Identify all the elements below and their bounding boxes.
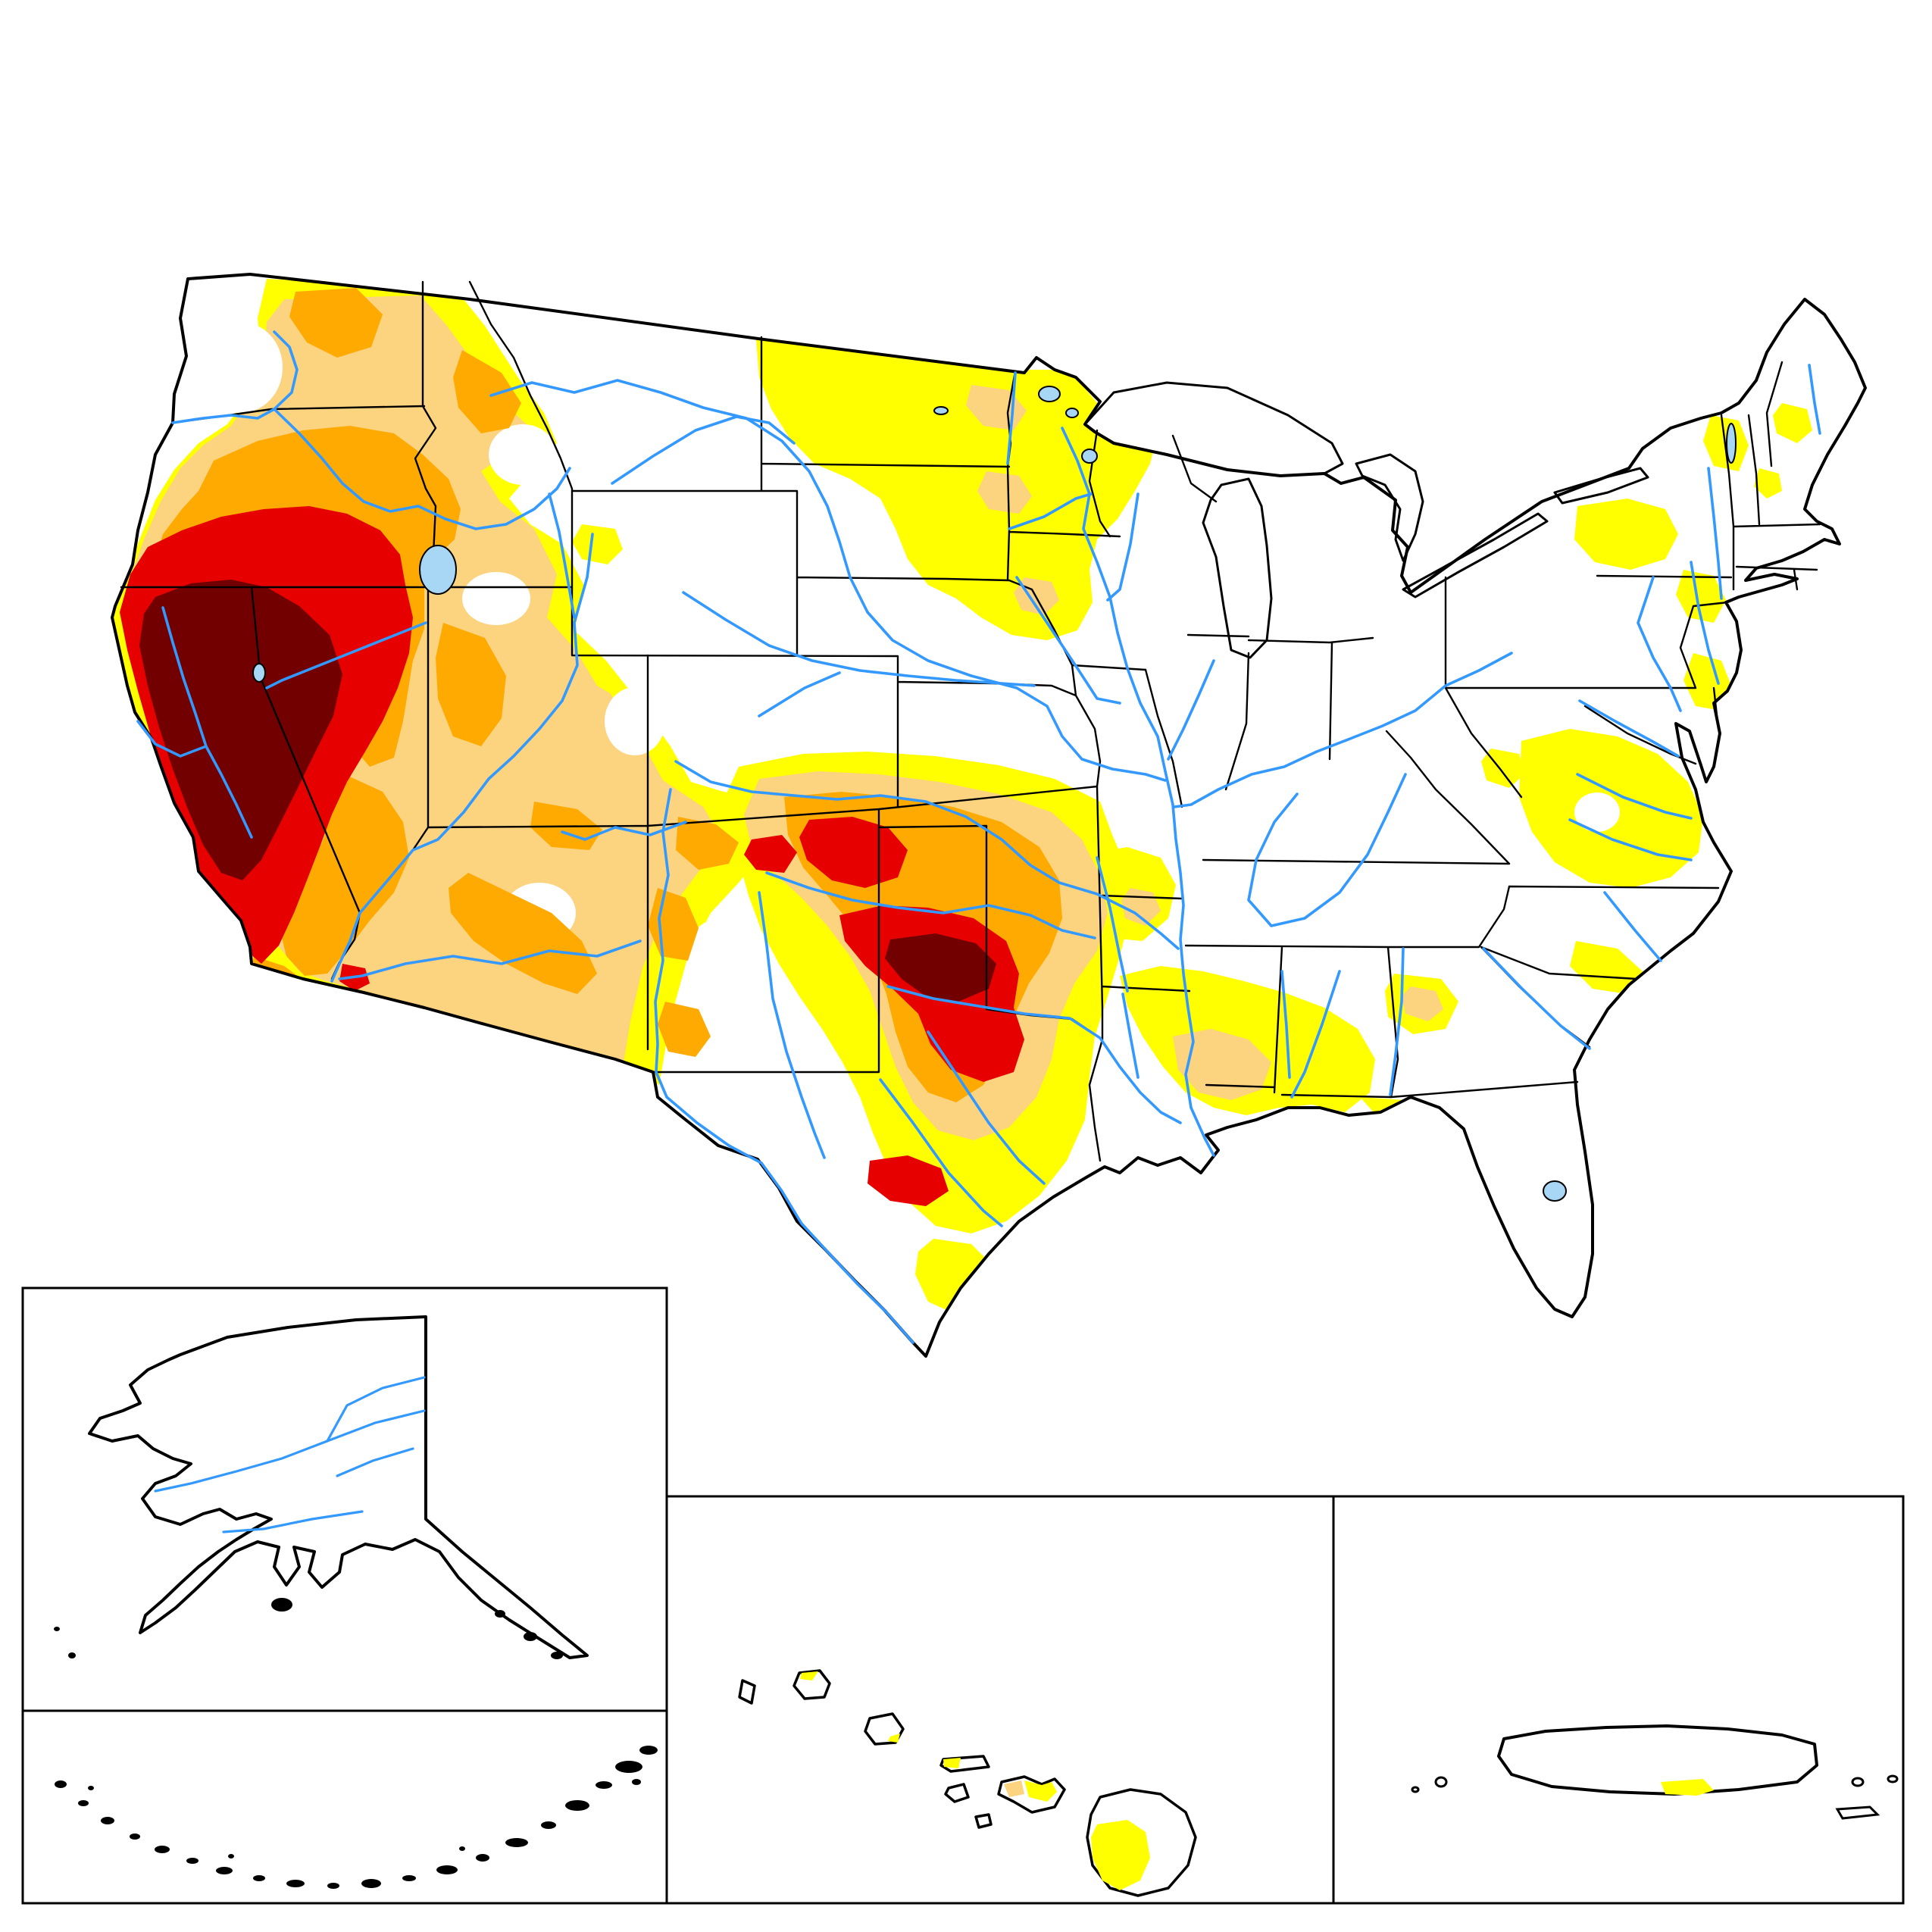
gila-river (338, 939, 642, 980)
missouri-river (489, 379, 1167, 782)
hudson-river (1707, 467, 1723, 600)
puerto-rico-drought-d0 (1661, 1779, 1714, 1796)
desecheo-island (1411, 1786, 1420, 1793)
snake-river (273, 408, 571, 530)
roanoke-river (1568, 818, 1693, 861)
wisconsin-river (1106, 492, 1140, 602)
hawaii-drought-d1 (1004, 1780, 1024, 1797)
ohio-river (1173, 652, 1513, 808)
san-joaquin-river (205, 745, 253, 839)
brazos-river (927, 1030, 1046, 1185)
red-lake (1038, 386, 1061, 402)
hawaii-drought-d0 (800, 1671, 1150, 1890)
south-platte-river (758, 671, 841, 717)
yukon-river (154, 1409, 426, 1493)
tanana-river (336, 1447, 414, 1477)
kuskokwim-river (222, 1510, 364, 1533)
colorado-river (330, 533, 594, 983)
drought-severity-layer (112, 279, 1812, 1315)
rio-grande (654, 788, 914, 1344)
great-lakes (1083, 381, 1649, 659)
st-thomas-island (1887, 1774, 1899, 1784)
chattahoochee-river (1389, 947, 1405, 1096)
lake-champlain (1726, 423, 1737, 464)
lake-tahoe (252, 663, 266, 683)
hawaii-inset[interactable] (665, 1495, 1335, 1905)
red-river (886, 985, 1182, 1124)
canadian-river (765, 871, 1096, 939)
mississippi-river (1061, 427, 1215, 1157)
ouachita-river (1121, 993, 1140, 1079)
puerto-rico-island (1497, 1724, 1818, 1796)
alaska-landmass (88, 1315, 589, 1659)
state-boundaries (120, 280, 1821, 1162)
tennessee-river (1247, 773, 1407, 927)
tombigbee-river (1280, 970, 1291, 1079)
lake-okeechobee (1543, 1180, 1567, 1202)
red-river-north (1006, 371, 1017, 465)
lanai-island (944, 1783, 970, 1803)
mona-island (1434, 1776, 1448, 1788)
james-river (1576, 773, 1693, 820)
lake-michigan (1202, 477, 1273, 659)
culebra-island (1851, 1777, 1865, 1787)
small-lakes (252, 386, 1737, 1202)
yellowstone-river (611, 415, 796, 485)
lake-huron (1355, 453, 1424, 562)
aleutian-islands-inset[interactable] (21, 1709, 668, 1905)
hawaii-inset-frame (665, 1495, 1335, 1905)
illinois-river (1167, 659, 1215, 761)
colorado-river-texas (879, 1078, 1003, 1227)
pee-dee-river (1603, 891, 1662, 962)
porcupine-river (326, 1376, 426, 1443)
humboldt-river (265, 621, 427, 689)
des-moines-river (1015, 576, 1121, 705)
lake-winnibigoshish (1065, 408, 1079, 418)
arkansas-river (674, 760, 1180, 950)
alaska-islands (54, 1598, 563, 1659)
susquehanna-river (1637, 576, 1682, 712)
rivers (136, 330, 1821, 1344)
puerto-rico-inset-frame (1332, 1495, 1905, 1905)
minnesota-river (1008, 492, 1093, 530)
puerto-rico-small-islands (1411, 1774, 1899, 1820)
d4-exceptional-drought-regions (139, 580, 996, 1002)
alaska-inset[interactable] (21, 1286, 668, 1712)
alabama-river (1290, 970, 1341, 1099)
niihau-island (738, 1679, 756, 1705)
green-river (548, 492, 576, 619)
conus-coastline (111, 273, 1867, 1358)
great-salt-lake (419, 545, 457, 595)
sacramento-river (136, 606, 208, 758)
devils-lake (933, 406, 949, 415)
potomac-river (1578, 699, 1680, 758)
platte-river (682, 591, 1036, 687)
mille-lacs-lake (1081, 449, 1098, 464)
white-river (1096, 856, 1129, 993)
pecos-river (758, 891, 826, 1159)
aleutian-inset-frame (21, 1709, 668, 1905)
alaska-rivers (154, 1376, 426, 1533)
aleutian-islands-chain (55, 1746, 658, 1889)
savannah-river (1482, 947, 1591, 1050)
delaware-river (1690, 561, 1720, 685)
vieques-island (1835, 1805, 1880, 1820)
puerto-rico-inset[interactable] (1332, 1495, 1905, 1905)
penobscot-river (1808, 364, 1821, 435)
kahoolawe-island (974, 1813, 993, 1829)
